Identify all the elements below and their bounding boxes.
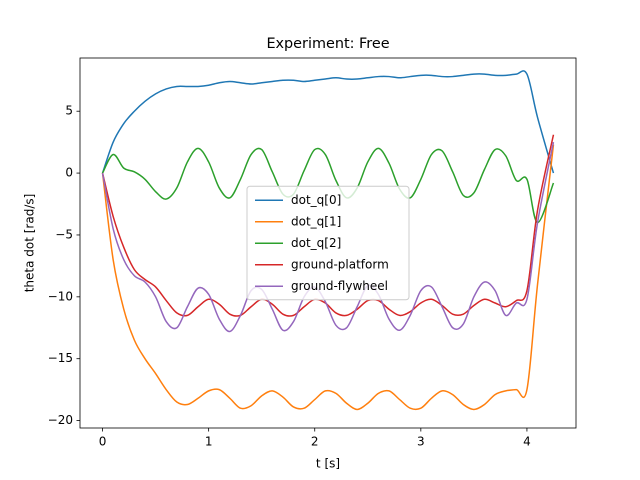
x-tick-label: 4: [523, 435, 531, 449]
legend-label: dot_q[1]: [291, 214, 341, 228]
legend-label: dot_q[0]: [291, 193, 341, 207]
legend-label: ground-flywheel: [291, 279, 388, 293]
legend-label: dot_q[2]: [291, 236, 341, 250]
y-tick-label: 5: [65, 104, 73, 118]
series-line: [101, 70, 555, 174]
x-axis-label: t [s]: [316, 457, 340, 471]
x-tick-label: 0: [99, 435, 107, 449]
series-line: [101, 142, 555, 333]
y-tick-label: −15: [48, 351, 73, 365]
legend-label: ground-platform: [291, 257, 389, 271]
axes-frame: [79, 57, 577, 429]
chart-title: Experiment: Free: [266, 36, 389, 52]
series-line: [101, 144, 555, 411]
x-tick-label: 2: [311, 435, 319, 449]
y-tick-label: −10: [48, 289, 73, 303]
x-tick-label: 1: [205, 435, 213, 449]
legend-box: [246, 185, 410, 301]
y-tick-label: 0: [65, 166, 73, 180]
x-tick-label: 3: [417, 435, 425, 449]
y-axis-label: theta dot [rad/s]: [23, 194, 37, 293]
y-tick-label: −20: [48, 413, 73, 427]
series-line: [101, 147, 555, 224]
y-tick-label: −5: [55, 227, 73, 241]
